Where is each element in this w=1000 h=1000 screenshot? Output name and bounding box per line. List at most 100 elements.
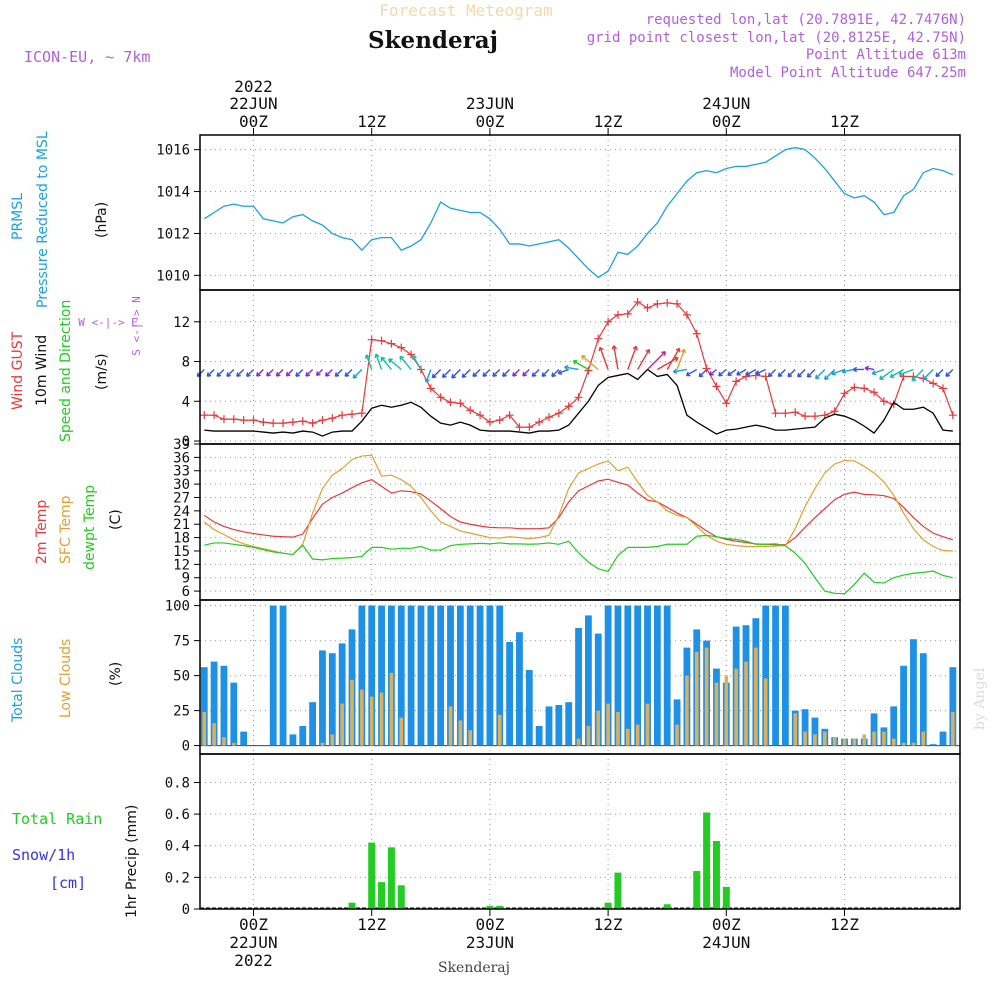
temp-dewpt-line xyxy=(204,534,953,595)
wind-direction-arrow xyxy=(777,368,786,378)
wind-gust-marker xyxy=(732,377,741,386)
wind-gust-marker xyxy=(712,382,721,391)
low-clouds-bar xyxy=(350,679,354,746)
rain-bar xyxy=(368,842,376,909)
wind-gust-marker xyxy=(879,397,888,406)
total-clouds-bar xyxy=(535,726,543,746)
wind-speed-line xyxy=(204,368,953,437)
total-clouds-bar xyxy=(368,605,376,746)
wind-direction-arrow xyxy=(295,368,304,377)
wind-gust-marker xyxy=(308,419,317,428)
rain-bar xyxy=(496,905,504,909)
wind-direction-arrow xyxy=(685,368,698,377)
wind-gust-marker xyxy=(643,303,652,312)
wind-direction-arrow xyxy=(492,368,501,377)
wind-direction-arrow xyxy=(637,348,651,370)
total-clouds-bar xyxy=(299,726,307,746)
wind-direction-arrow xyxy=(898,368,914,377)
wind-gust-marker xyxy=(939,384,947,393)
y-tick-label: 1016 xyxy=(156,143,190,159)
low-clouds-bar xyxy=(852,738,857,746)
low-clouds-bar xyxy=(951,712,955,746)
wind-gust-marker xyxy=(545,413,553,422)
wind-gust-marker xyxy=(673,299,682,308)
low-clouds-bar xyxy=(813,734,817,746)
model-altitude: Model Point Altitude 647.25m xyxy=(730,65,966,81)
rain-bar xyxy=(348,902,356,909)
low-clouds-bar xyxy=(862,734,866,746)
low-clouds-bar xyxy=(320,742,325,746)
y-tick-label: 50 xyxy=(173,669,190,685)
wind-gust-marker xyxy=(298,417,307,426)
wind-direction-arrow xyxy=(380,356,392,370)
wind-gust-marker xyxy=(446,398,455,407)
wind-gust-marker xyxy=(318,416,327,425)
pressure-unit: (hPa) xyxy=(94,202,110,238)
wind-gust-marker xyxy=(416,365,425,374)
top-time-hour: 12Z xyxy=(594,112,623,131)
wind-gust-marker xyxy=(269,419,278,428)
y-tick-label: 12 xyxy=(173,315,190,331)
wind-gust-marker xyxy=(279,419,288,428)
wind-direction-arrow xyxy=(945,368,954,377)
y-tick-label: 0 xyxy=(182,902,190,918)
wind-gust-marker xyxy=(357,409,366,418)
wind-direction-arrow xyxy=(736,368,747,376)
wind-direction-arrow xyxy=(352,368,363,379)
low-clouds-bar xyxy=(635,724,640,746)
y-tick-label: 21 xyxy=(173,517,190,533)
y-tick-label: 27 xyxy=(173,490,190,506)
wind-direction-arrow xyxy=(879,368,895,381)
wind-gust-marker xyxy=(781,409,790,418)
wind-direction-arrow xyxy=(226,368,235,377)
low-clouds-bar xyxy=(399,717,404,746)
wind-direction-arrow xyxy=(814,368,826,380)
wind-gust-marker xyxy=(633,297,642,306)
low-clouds-bar xyxy=(202,712,207,746)
wind-direction-arrow xyxy=(824,368,836,381)
temp-2m-label: 2m Temp xyxy=(34,500,50,564)
y-tick-label: 0 xyxy=(182,739,190,755)
bottom-time-hour: 00Z xyxy=(712,915,741,934)
wind-direction-arrow xyxy=(598,346,609,370)
low-clouds-bar xyxy=(458,720,463,746)
wind-gust-marker xyxy=(761,372,770,381)
wind-direction-arrow xyxy=(412,355,422,370)
wind-direction-arrow xyxy=(374,353,383,370)
credit-label: by Angel xyxy=(972,667,988,730)
rain-bar xyxy=(693,871,701,909)
footer-location: Skenderaj xyxy=(438,960,510,976)
wind-direction-arrow xyxy=(841,368,855,374)
wind-direction-arrow xyxy=(627,345,638,370)
wind-gust-marker xyxy=(751,371,760,380)
wind-direction-arrow xyxy=(718,368,727,377)
wind-direction-arrow xyxy=(672,368,688,375)
total-clouds-bar xyxy=(506,642,513,746)
y-tick-label: 0.8 xyxy=(165,775,190,791)
total-clouds-bar xyxy=(594,633,602,746)
wind-direction-arrow xyxy=(666,347,681,370)
low-clouds-bar xyxy=(823,731,827,746)
wind-direction-arrow xyxy=(581,354,599,371)
wind-direction-arrow xyxy=(344,368,353,377)
wind-direction-arrow xyxy=(871,368,885,376)
y-tick-label: 4 xyxy=(182,394,190,410)
wind-gust-marker xyxy=(200,411,209,420)
pressure-label-2: Pressure Reduced to MSL xyxy=(35,131,51,308)
wind-direction-arrow xyxy=(399,355,412,370)
y-tick-label: 12 xyxy=(173,557,190,573)
wind-gust-marker xyxy=(210,411,219,420)
total-clouds-bar xyxy=(575,628,582,746)
wind-gust-marker xyxy=(239,416,248,425)
low-clouds-bar xyxy=(714,682,719,746)
y-tick-label: 8 xyxy=(182,355,190,371)
low-clouds-bar xyxy=(330,734,335,746)
y-tick-label: 1010 xyxy=(156,268,190,284)
low-clouds-bar xyxy=(626,728,630,746)
wind-direction-arrow xyxy=(256,368,264,377)
wind-direction-arrow xyxy=(935,368,944,378)
wind-direction-arrow xyxy=(911,368,924,382)
top-time-date: 22JUN xyxy=(229,94,277,113)
temp-unit: (C) xyxy=(108,509,124,530)
wind-gust-marker xyxy=(476,411,485,420)
